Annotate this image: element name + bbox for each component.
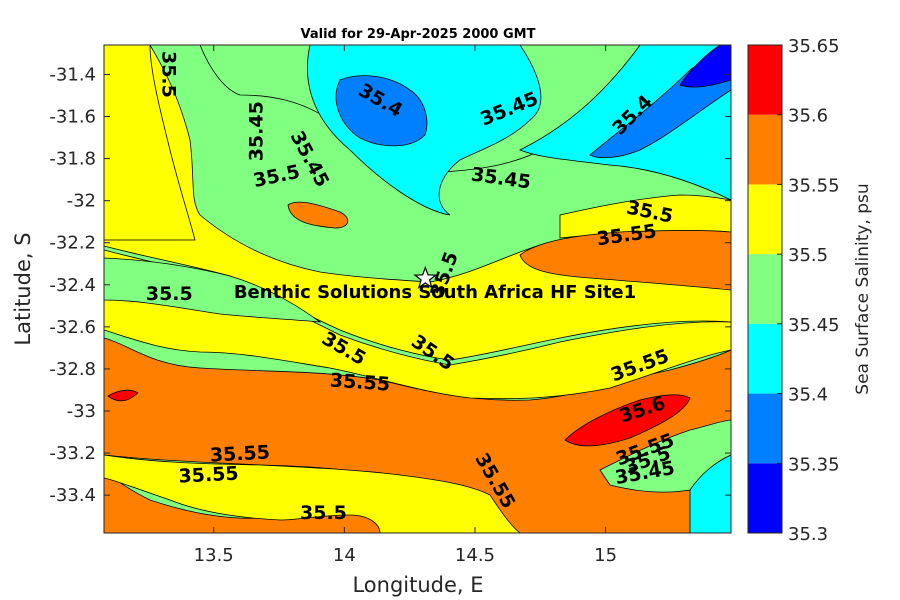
band-35.55-island (287, 201, 349, 229)
y-tick-label: -32 (67, 191, 96, 212)
colorbar-segment (748, 254, 782, 324)
colorbar-tick-label: 35.65 (788, 36, 840, 57)
colorbar-frame (747, 44, 783, 534)
y-tick-label: -32.4 (49, 275, 96, 296)
band-35.3-corner (679, 45, 731, 88)
colorbar-tick-label: 35.3 (788, 524, 828, 545)
plot-frame (103, 44, 732, 534)
colorbar-segment (748, 323, 782, 394)
x-tick-label: 14 (333, 545, 356, 566)
y-tick-label: -31.6 (49, 107, 96, 128)
site-star-marker (413, 265, 438, 289)
site-label: Benthic Solutions South Africa HF Site1 (234, 282, 636, 303)
band-35.45-southeast (599, 419, 731, 493)
colorbar-tick-label: 35.6 (788, 106, 828, 127)
band-35.6-core (564, 394, 691, 447)
colorbar-tick-label: 35.35 (788, 454, 840, 475)
y-tick-label: -33.4 (49, 485, 96, 506)
contour-label: 35.5 (157, 51, 179, 98)
x-tick-label: 14.5 (455, 545, 495, 566)
contour-label: 35.5 (146, 283, 193, 305)
y-tick-label: -33.2 (49, 443, 96, 464)
colorbar-tick-label: 35.45 (788, 315, 840, 336)
contour-label: 35.5 (300, 502, 347, 524)
band-35.45-tongue (104, 257, 322, 323)
colorbar-segment (748, 393, 782, 464)
band-35.5-west-strip (104, 45, 196, 241)
colorbar-segment (748, 184, 782, 255)
contour-label: 35.45 (246, 101, 268, 161)
band-35.6-west (107, 389, 139, 402)
y-tick-label: -32.6 (49, 317, 96, 338)
band-35.35-north (335, 75, 428, 147)
y-axis: -31.4 -31.6 -31.8 -32 -32.2 -32.4 -32.6 -32.8 -3… (49, 64, 731, 506)
band-35.5-south (104, 454, 521, 533)
x-tick-label: 15 (594, 545, 617, 566)
x-axis: 13.5 14 14.5 15 (194, 45, 617, 566)
y-tick-label: -31.8 (49, 149, 96, 170)
contour-label: 35.55 (178, 463, 239, 488)
y-axis-label: Latitude, S (11, 232, 35, 345)
chart-title: Valid for 29-Apr-2025 2000 GMT (301, 27, 536, 42)
x-tick-label: 13.5 (194, 545, 234, 566)
y-tick-label: -32.2 (49, 233, 96, 254)
colorbar-segment (748, 45, 782, 115)
y-tick-label: -31.4 (49, 64, 96, 85)
colorbar: 35.3 35.35 35.4 35.45 35.5 35.55 35.6 35.65 (747, 36, 840, 545)
colorbar-tick-label: 35.55 (788, 175, 840, 196)
colorbar-label: Sea Surface Salinity, psu (853, 183, 873, 394)
x-axis-label: Longitude, E (352, 573, 483, 597)
contour-label: 35.55 (209, 442, 270, 467)
colorbar-segment (748, 463, 782, 533)
colorbar-tick-label: 35.5 (788, 245, 828, 266)
y-tick-label: -32.8 (49, 359, 96, 380)
colorbar-segment (748, 114, 782, 185)
colorbar-tick-label: 35.4 (788, 385, 828, 406)
band-35.55-northeast (519, 230, 731, 291)
y-tick-label: -33 (67, 401, 96, 422)
contour-label: 35.55 (329, 369, 390, 395)
